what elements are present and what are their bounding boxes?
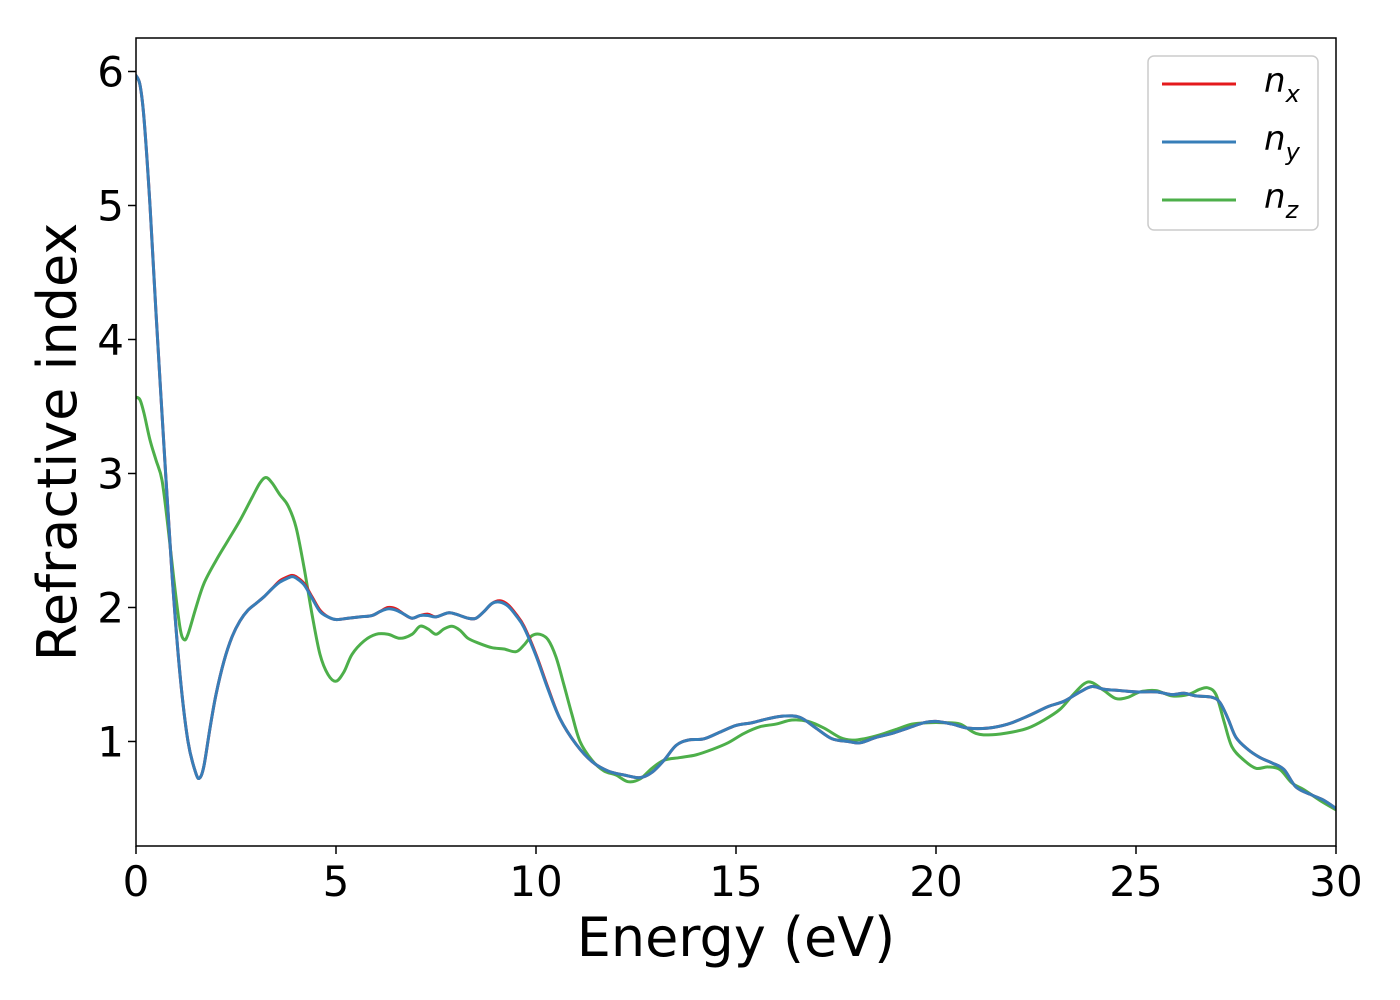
y-tick-label: 6	[97, 47, 124, 96]
legend-label-base: n	[1264, 119, 1286, 159]
legend-label-subscript: y	[1285, 138, 1301, 166]
legend-label-subscript: x	[1285, 80, 1301, 108]
x-tick-label: 5	[323, 857, 350, 906]
y-tick-label: 4	[97, 315, 124, 364]
legend-label-n-z: nz	[1264, 177, 1300, 224]
x-axis-ticks: 0 5 10 15 20 25 30	[123, 846, 1363, 906]
y-axis-ticks: 1 2 3 4 5 6	[97, 47, 136, 766]
x-tick-label: 10	[509, 857, 562, 906]
y-axis-label: Refractive index	[26, 223, 89, 662]
x-axis-label: Energy (eV)	[577, 906, 896, 969]
legend-label-n-y: ny	[1264, 119, 1301, 166]
legend-label-n-x: nx	[1264, 61, 1301, 108]
y-tick-label: 2	[97, 583, 124, 632]
series-line-n-y	[136, 74, 1336, 810]
y-tick-label: 3	[97, 449, 124, 498]
x-tick-label: 30	[1309, 857, 1362, 906]
x-tick-label: 25	[1109, 857, 1162, 906]
x-tick-label: 0	[123, 857, 150, 906]
legend-label-subscript: z	[1285, 196, 1300, 224]
y-tick-label: 5	[97, 181, 124, 230]
legend-label-base: n	[1264, 61, 1286, 101]
series-layer	[136, 74, 1336, 812]
x-tick-label: 20	[909, 857, 962, 906]
x-tick-label: 15	[709, 857, 762, 906]
legend-label-base: n	[1264, 177, 1286, 217]
y-tick-label: 1	[97, 717, 124, 766]
